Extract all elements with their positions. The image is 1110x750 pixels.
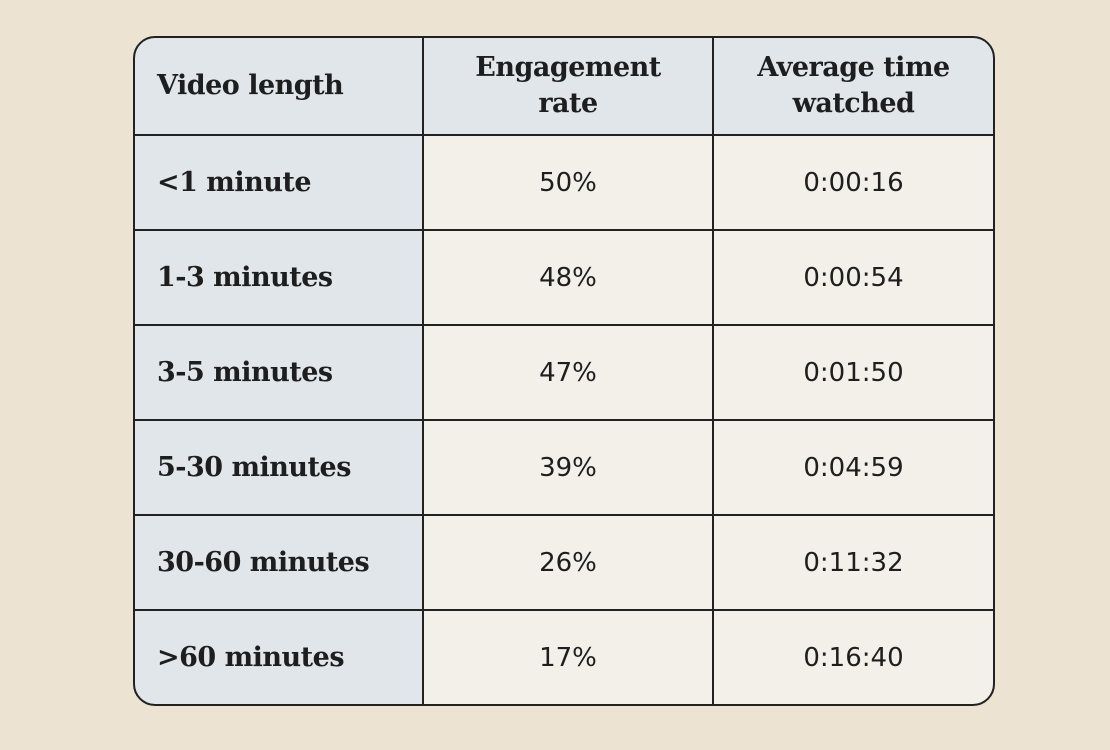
average-time-cell: 0:04:59 (714, 421, 993, 514)
row-label: 5-30 minutes (135, 421, 422, 514)
average-time-cell: 0:01:50 (714, 326, 993, 419)
engagement-rate-cell: 26% (424, 516, 712, 609)
row-label: 1-3 minutes (135, 231, 422, 324)
row-label: >60 minutes (135, 611, 422, 704)
engagement-rate-cell: 50% (424, 136, 712, 229)
row-label: 30-60 minutes (135, 516, 422, 609)
header-average-time-watched: Average time watched (714, 38, 993, 134)
average-time-cell: 0:16:40 (714, 611, 993, 704)
row-label: 3-5 minutes (135, 326, 422, 419)
engagement-rate-cell: 17% (424, 611, 712, 704)
data-table: Video length Engagement rate Average tim… (133, 36, 995, 706)
average-time-cell: 0:11:32 (714, 516, 993, 609)
header-engagement-rate: Engagement rate (424, 38, 712, 134)
average-time-cell: 0:00:16 (714, 136, 993, 229)
engagement-rate-cell: 48% (424, 231, 712, 324)
average-time-cell: 0:00:54 (714, 231, 993, 324)
engagement-rate-cell: 39% (424, 421, 712, 514)
row-label: <1 minute (135, 136, 422, 229)
header-video-length: Video length (135, 38, 422, 134)
engagement-rate-cell: 47% (424, 326, 712, 419)
